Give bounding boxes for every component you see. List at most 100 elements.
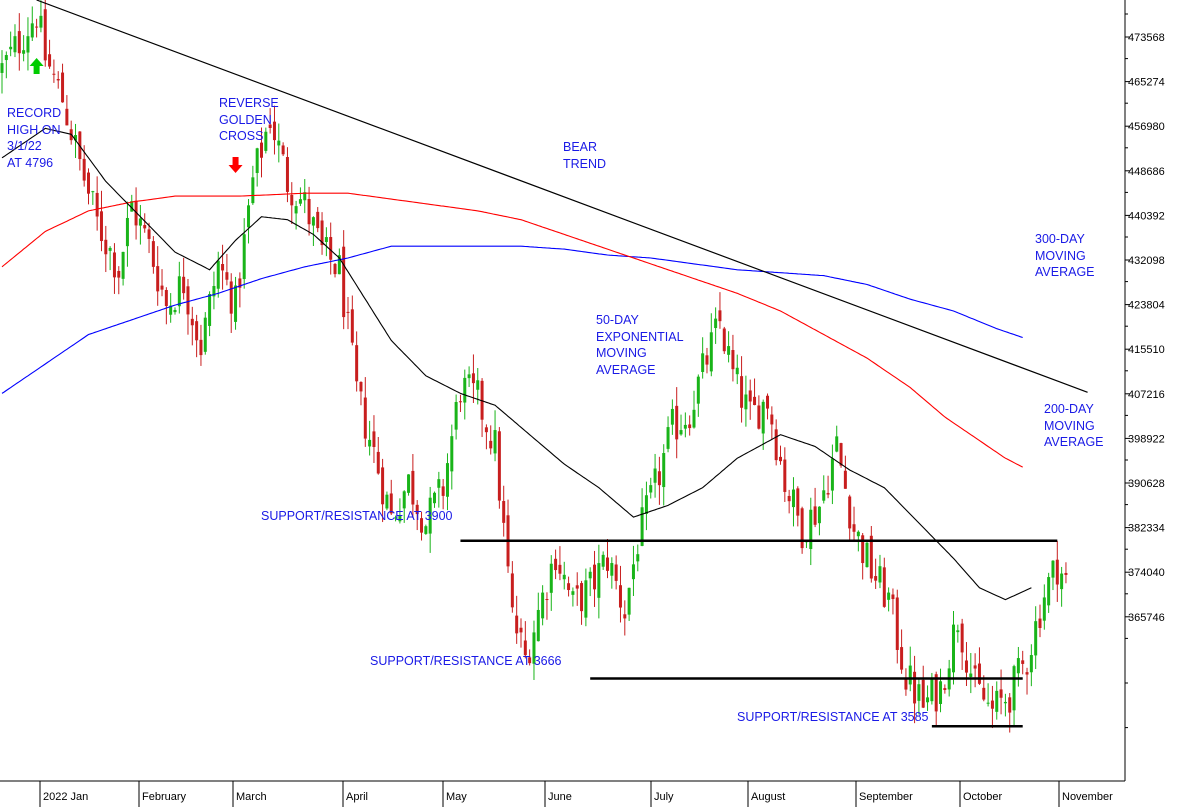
candle-body [411,470,415,505]
y-tick-label: 432098 [1128,255,1165,267]
x-tick-label: September [859,791,913,803]
candle-body [441,486,445,496]
candle-body [796,488,800,516]
candle-body [151,241,155,267]
candle-body [571,591,575,595]
candle-body [363,397,367,439]
candle-body [826,493,830,495]
candle-body [766,395,770,409]
candle-body [882,567,886,607]
candle-body [316,211,320,229]
candle-body [433,492,436,504]
candle-body [904,677,908,690]
candle-body [714,318,718,329]
candle-body [606,557,609,571]
candle-body [104,239,108,255]
candle-body [731,350,735,370]
candle-body [1038,618,1042,628]
candle-body [705,355,709,365]
candle-body [415,504,419,515]
candle-body [234,285,238,322]
candle-body [986,702,990,704]
candle-body [407,474,411,493]
candle-body [290,195,294,206]
candle-body [930,679,934,702]
candle-body [445,463,449,497]
candle-body [696,376,700,404]
candle-body [740,376,744,408]
candle-body [22,50,26,54]
support-lines-layer [460,539,1058,728]
candle-body [545,599,549,601]
candle-body [381,467,385,505]
candle-body [394,517,398,519]
support-label-3666: SUPPORT/RESISTANCE AT 3666 [370,654,562,668]
candle-body [1047,577,1051,606]
support-label-3585: SUPPORT/RESISTANCE AT 3585 [737,710,929,724]
candle-body [662,453,666,488]
candle-body [735,367,739,375]
candle-body [147,229,151,239]
candle-body [1003,701,1007,704]
record-high-arrow [29,58,44,74]
candle-body [1042,597,1046,621]
candle-body [1060,573,1064,590]
candle-body [13,36,17,53]
candle-body [329,237,333,260]
candle-body [143,225,147,229]
candle-body [990,700,994,709]
candle-body [618,585,622,608]
x-tick-label: October [963,791,1002,803]
candle-body [74,135,78,141]
candle-body [216,260,220,289]
candle-body [190,318,194,326]
candle-body [900,647,904,670]
candle-body [848,496,852,529]
candle-body [450,436,454,472]
candle-body [688,424,692,429]
candle-body [843,470,847,489]
candle-body [515,615,519,634]
candle-body [182,276,186,294]
candle-body [839,443,843,466]
candle-body [307,198,311,225]
candle-body [199,339,203,356]
candle-body [9,46,13,50]
candle-body [1016,658,1020,674]
ma50-note: 50-DAY EXPONENTIAL MOVING AVERAGE [596,313,684,377]
candle-body [861,535,865,564]
ma50-line [1,127,1032,601]
candle-body [268,124,272,128]
candle-body [428,497,432,534]
candle-body [203,317,207,352]
candle-body [510,573,514,608]
candle-body [368,439,372,447]
candle-body [30,23,34,38]
candle-body [558,564,562,574]
candle-body [350,309,354,343]
candle-body [969,673,973,677]
candle-body [670,408,674,425]
candle-body [644,495,648,514]
candle-body [359,381,363,392]
candle-body [835,436,839,452]
candle-body [61,72,65,103]
candle-body [1051,560,1055,578]
support-label-3900: SUPPORT/RESISTANCE AT 3900 [261,509,453,523]
candle-body [973,665,977,669]
y-tick-label: 365746 [1128,612,1165,624]
candle-body [95,192,99,217]
candle-body [484,427,488,433]
plot-background [0,0,1125,781]
candle-body [173,309,177,313]
candle-body [960,623,964,653]
candle-body [311,217,315,226]
candle-body [549,563,553,593]
candle-body [389,493,393,514]
x-tick-label: March [236,791,267,803]
candle-body [108,247,112,251]
candle-body [17,31,21,54]
candle-body [56,79,60,81]
candle-body [208,293,212,326]
